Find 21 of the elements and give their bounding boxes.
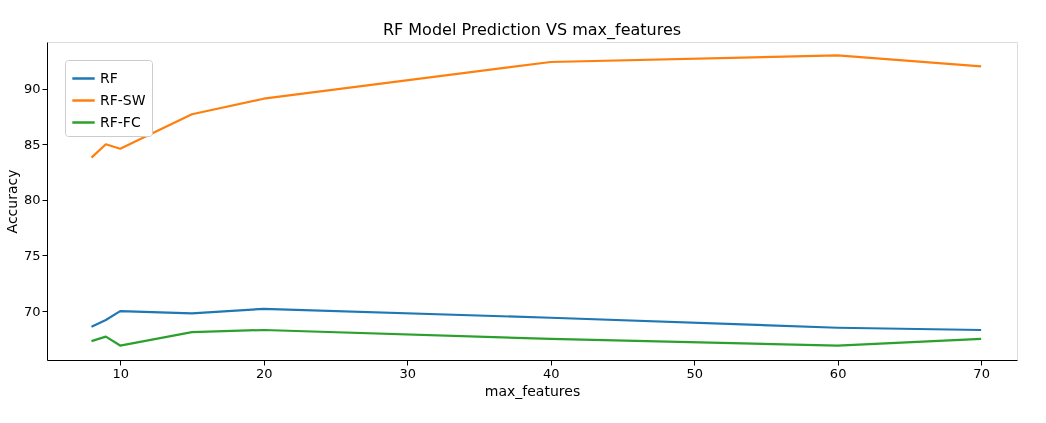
line-series	[90, 54, 983, 159]
x-tick-label: 50	[686, 365, 703, 381]
y-tick-label: 85	[23, 136, 41, 152]
y-tick-label: 75	[23, 247, 41, 263]
x-axis-title: max_features	[484, 382, 581, 399]
legend-label: RF	[100, 69, 118, 86]
x-tick-label: 10	[112, 365, 129, 381]
y-tick-label: 90	[23, 81, 41, 97]
legend-label: RF-FC	[100, 113, 141, 130]
y-tick-label: 70	[23, 303, 41, 319]
y-tick-label: 80	[23, 192, 41, 208]
x-tick-label: 20	[255, 365, 273, 381]
x-tick-label: 40	[542, 365, 560, 381]
y-axis-title: Accuracy	[3, 169, 20, 234]
x-tick-label: 70	[973, 365, 990, 381]
chart-title: RF Model Prediction VS max_features	[382, 20, 682, 40]
legend-label: RF-SW	[100, 91, 146, 108]
line-series	[90, 307, 983, 332]
x-tick-label: 30	[399, 365, 416, 381]
x-tick-label: 60	[829, 365, 847, 381]
line-series	[90, 328, 983, 347]
